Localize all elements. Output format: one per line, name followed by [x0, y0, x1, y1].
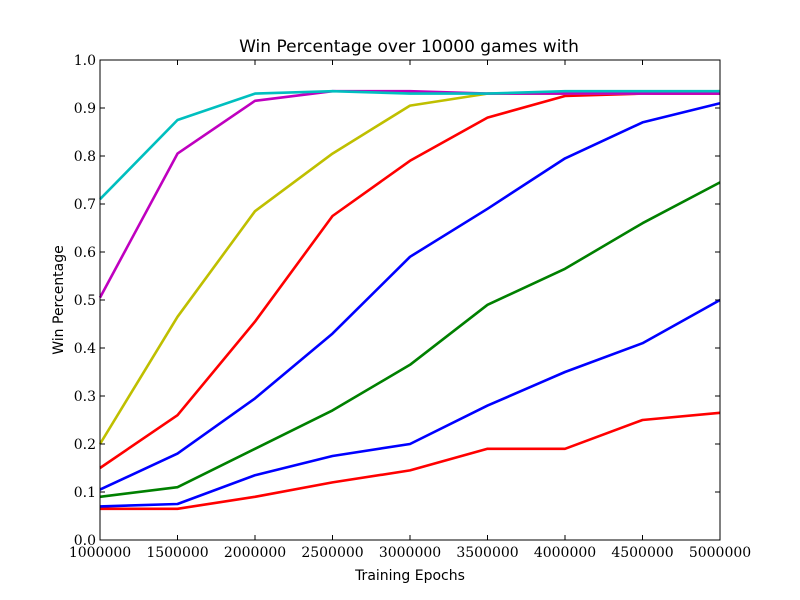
- chart-title: Win Percentage over 10000 games with: [239, 37, 579, 57]
- x-tick-label: 4000000: [534, 545, 596, 561]
- y-tick-label: 0.1: [74, 485, 96, 501]
- y-tick-label: 0.4: [74, 341, 96, 357]
- y-tick-label: 0.2: [74, 437, 96, 453]
- ticks-layer: 1000000 1500000 2000000 2500000 3000000 35000…: [69, 53, 751, 561]
- series-line-7: [98, 89, 720, 299]
- y-tick-label: 0.8: [74, 149, 96, 165]
- series-line-1: [100, 411, 721, 511]
- x-tick-label: 1000000: [69, 545, 131, 561]
- x-tick-label: 2500000: [301, 545, 363, 561]
- y-tick-label: 0.5: [74, 293, 96, 309]
- x-tick-label: 5000000: [689, 545, 751, 561]
- y-tick-label: 0.0: [74, 533, 96, 549]
- series-line-3: [99, 181, 721, 499]
- y-tick-label: 0.9: [74, 101, 96, 117]
- plot-frame: [99, 59, 721, 541]
- series-layer: [98, 89, 721, 511]
- y-axis-label: Win Percentage: [51, 245, 67, 355]
- series-line-2: [99, 298, 721, 508]
- x-tick-label: 3500000: [456, 545, 518, 561]
- x-tick-label: 1500000: [146, 545, 208, 561]
- y-tick-label: 0.3: [74, 389, 96, 405]
- y-tick-label: 0.6: [74, 245, 96, 261]
- x-tick-label: 3000000: [379, 545, 441, 561]
- x-axis-label: Training Epochs: [354, 568, 465, 584]
- series-line-5: [99, 92, 720, 470]
- series-line-4: [99, 101, 721, 491]
- series-line-8: [99, 89, 720, 201]
- y-tick-label: 1.0: [74, 53, 96, 69]
- y-tick-label: 0.7: [74, 197, 96, 213]
- x-tick-label: 4500000: [611, 545, 673, 561]
- x-tick-label: 2000000: [224, 545, 286, 561]
